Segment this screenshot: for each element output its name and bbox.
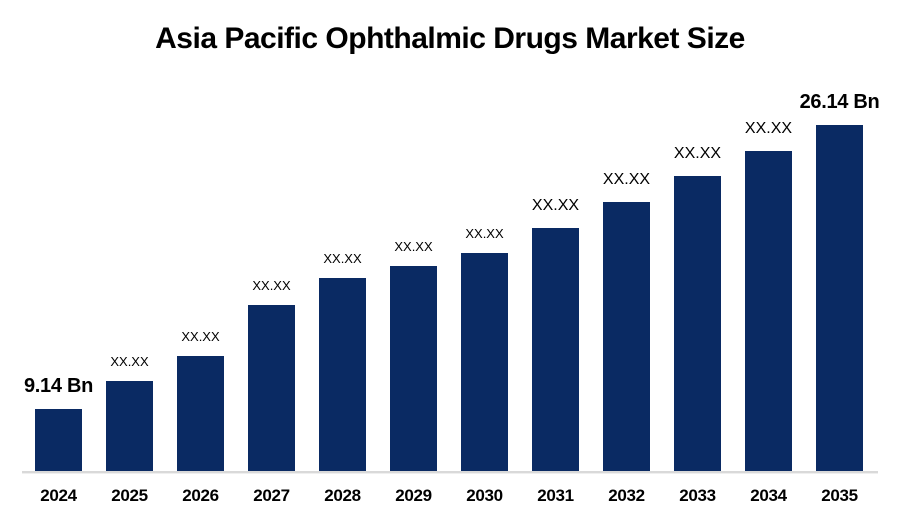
bar-column: XX.XX 2028 [319, 251, 366, 505]
bar-value-label: XX.XX [673, 145, 722, 162]
bar-column: 26.14 Bn 2035 [800, 91, 880, 505]
bar-column: XX.XX 2033 [674, 145, 721, 505]
bar-column: XX.XX 2031 [532, 197, 579, 505]
bar-column: XX.XX 2027 [248, 278, 295, 505]
bar [603, 202, 650, 471]
bar-value-label: XX.XX [744, 120, 793, 137]
bar-value-label: XX.XX [110, 354, 149, 369]
bar-value-label: XX.XX [181, 329, 220, 344]
bar-value-label: XX.XX [465, 226, 504, 241]
bar-value-label: 26.14 Bn [799, 91, 880, 113]
bar [532, 228, 579, 471]
bar-value-label: XX.XX [531, 197, 580, 214]
bar-column: XX.XX 2034 [745, 120, 792, 505]
x-axis-label: 2025 [111, 486, 148, 505]
bar [461, 253, 508, 471]
chart-title: Asia Pacific Ophthalmic Drugs Market Siz… [155, 22, 745, 55]
x-axis-label: 2034 [750, 486, 787, 505]
bar [816, 125, 863, 471]
bar-column: 9.14 Bn 2024 [24, 375, 93, 505]
x-axis-label: 2030 [466, 486, 503, 505]
bar [106, 381, 153, 471]
x-axis-label: 2031 [537, 486, 574, 505]
bar [248, 305, 295, 471]
x-axis-label: 2028 [324, 486, 361, 505]
x-axis-line [22, 471, 878, 474]
bar-column: XX.XX 2025 [106, 354, 153, 505]
bar-value-label: XX.XX [394, 239, 433, 254]
bar [177, 356, 224, 471]
bar [319, 278, 366, 471]
bar-value-label: XX.XX [323, 251, 362, 266]
bar-column: XX.XX 2029 [390, 239, 437, 505]
bar-column: XX.XX 2026 [177, 329, 224, 505]
bar-column: XX.XX 2032 [603, 171, 650, 505]
bar-column: XX.XX 2030 [461, 226, 508, 505]
x-axis-label: 2027 [253, 486, 290, 505]
x-axis-label: 2026 [182, 486, 219, 505]
x-axis-label: 2029 [395, 486, 432, 505]
bar [35, 409, 82, 471]
bar-value-label: XX.XX [252, 278, 291, 293]
x-axis-label: 2032 [608, 486, 645, 505]
x-axis-label: 2035 [821, 486, 858, 505]
bar-value-label: 9.14 Bn [23, 375, 94, 397]
bar [745, 151, 792, 471]
x-axis-label: 2033 [679, 486, 716, 505]
bar [390, 266, 437, 471]
x-axis-label: 2024 [40, 486, 77, 505]
bar-value-label: XX.XX [602, 171, 651, 188]
bar [674, 176, 721, 471]
